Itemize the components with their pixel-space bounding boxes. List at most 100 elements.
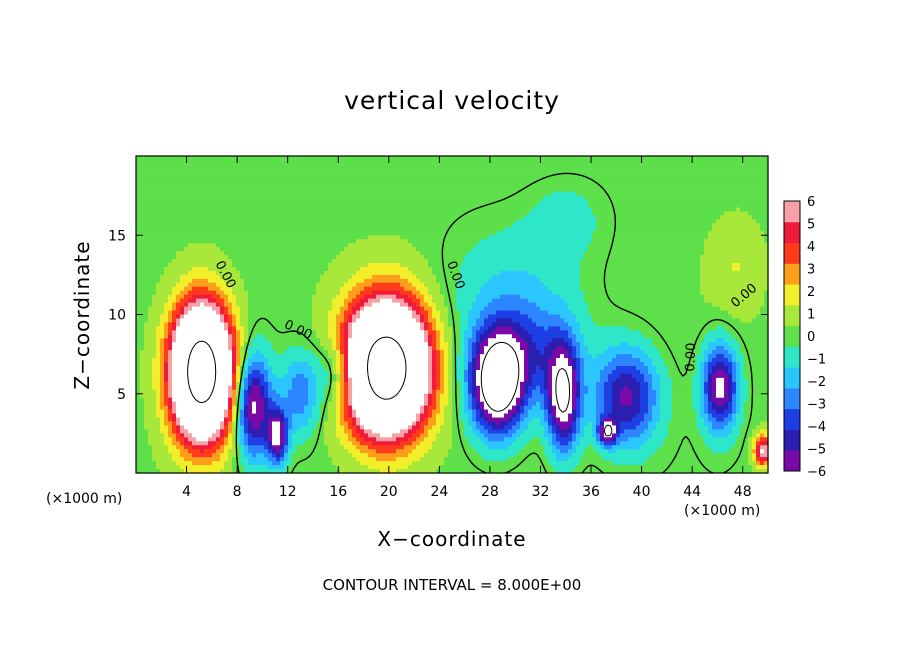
heatmap-cell [544,270,549,276]
heatmap-cell [728,191,733,197]
heatmap-cell [172,239,177,244]
heatmap-cell [496,274,501,280]
heatmap-cell [552,183,557,189]
heatmap-cell [244,243,249,248]
heatmap-cell [632,219,637,224]
heatmap-cell [464,215,469,220]
heatmap-cell [536,199,541,205]
heatmap-cell [268,231,273,236]
heatmap-cell [284,207,289,213]
heatmap-cell [176,156,181,161]
heatmap-cell [176,239,181,244]
heatmap-cell [160,262,165,268]
heatmap-cell [692,223,697,228]
heatmap-cell [668,259,673,264]
heatmap-cell [312,251,317,256]
heatmap-cell [520,270,525,276]
heatmap-cell [188,239,193,244]
heatmap-cell [344,159,349,165]
heatmap-cell [364,179,369,185]
heatmap-cell [408,195,413,201]
heatmap-cell [396,278,401,284]
heatmap-cell [528,274,533,280]
heatmap-cell [176,243,181,248]
heatmap-cell [692,175,697,181]
heatmap-cell [640,187,645,193]
heatmap-cell [156,171,161,177]
heatmap-cell [488,251,493,256]
heatmap-cell [180,239,185,244]
heatmap-cell [620,231,625,236]
heatmap-cell [636,270,641,276]
heatmap-cell [304,255,309,260]
heatmap-cell [368,207,373,213]
heatmap-cell [408,247,413,252]
heatmap-cell [256,235,261,240]
heatmap-cell [324,183,329,189]
heatmap-cell [452,191,457,197]
heatmap-cell [312,231,317,236]
heatmap-cell [228,183,233,189]
heatmap-cell [340,266,345,272]
heatmap-cell [620,227,625,232]
heatmap-cell [236,262,241,268]
heatmap-cell [548,251,553,256]
heatmap-cell [192,243,197,248]
heatmap-cell [728,274,733,280]
heatmap-cell [556,175,561,181]
heatmap-cell [360,203,365,209]
heatmap-cell [320,203,325,209]
heatmap-cell [208,187,213,193]
heatmap-cell [224,175,229,181]
heatmap-cell [420,255,425,260]
heatmap-cell [144,278,149,284]
heatmap-cell [612,239,617,244]
heatmap-cell [708,179,713,185]
heatmap-cell [320,270,325,276]
heatmap-cell [732,163,737,169]
heatmap-cell [280,215,285,220]
heatmap-cell [456,167,461,173]
heatmap-cell [544,227,549,232]
heatmap-cell [496,251,501,256]
heatmap-cell [424,187,429,193]
heatmap-cell [232,179,237,185]
heatmap-cell [468,239,473,244]
heatmap-cell [588,179,593,185]
heatmap-cell [764,270,769,276]
heatmap-cell [656,203,661,209]
heatmap-cell [260,207,265,213]
heatmap-cell [568,266,573,272]
heatmap-cell [500,255,505,260]
heatmap-cell [144,262,149,268]
heatmap-cell [752,215,757,220]
heatmap-cell [236,259,241,264]
heatmap-cell [584,191,589,197]
heatmap-cell [296,167,301,173]
heatmap-cell [532,219,537,224]
heatmap-cell [600,156,605,161]
heatmap-cell [408,215,413,220]
heatmap-cell [604,270,609,276]
heatmap-cell [676,167,681,173]
heatmap-cell [548,274,553,280]
heatmap-cell [272,235,277,240]
heatmap-cell [336,243,341,248]
heatmap-cell [504,183,509,189]
heatmap-cell [736,156,741,161]
heatmap-cell [484,159,489,165]
heatmap-cell [224,259,229,264]
heatmap-cell [676,274,681,280]
heatmap-cell [480,207,485,213]
heatmap-cell [416,167,421,173]
heatmap-cell [696,171,701,177]
heatmap-cell [764,231,769,236]
heatmap-cell [316,159,321,165]
heatmap-cell [668,251,673,256]
heatmap-cell [620,167,625,173]
heatmap-cell [268,163,273,169]
heatmap-cell [336,223,341,228]
heatmap-cell [512,215,517,220]
heatmap-cell [408,231,413,236]
heatmap-cell [684,167,689,173]
